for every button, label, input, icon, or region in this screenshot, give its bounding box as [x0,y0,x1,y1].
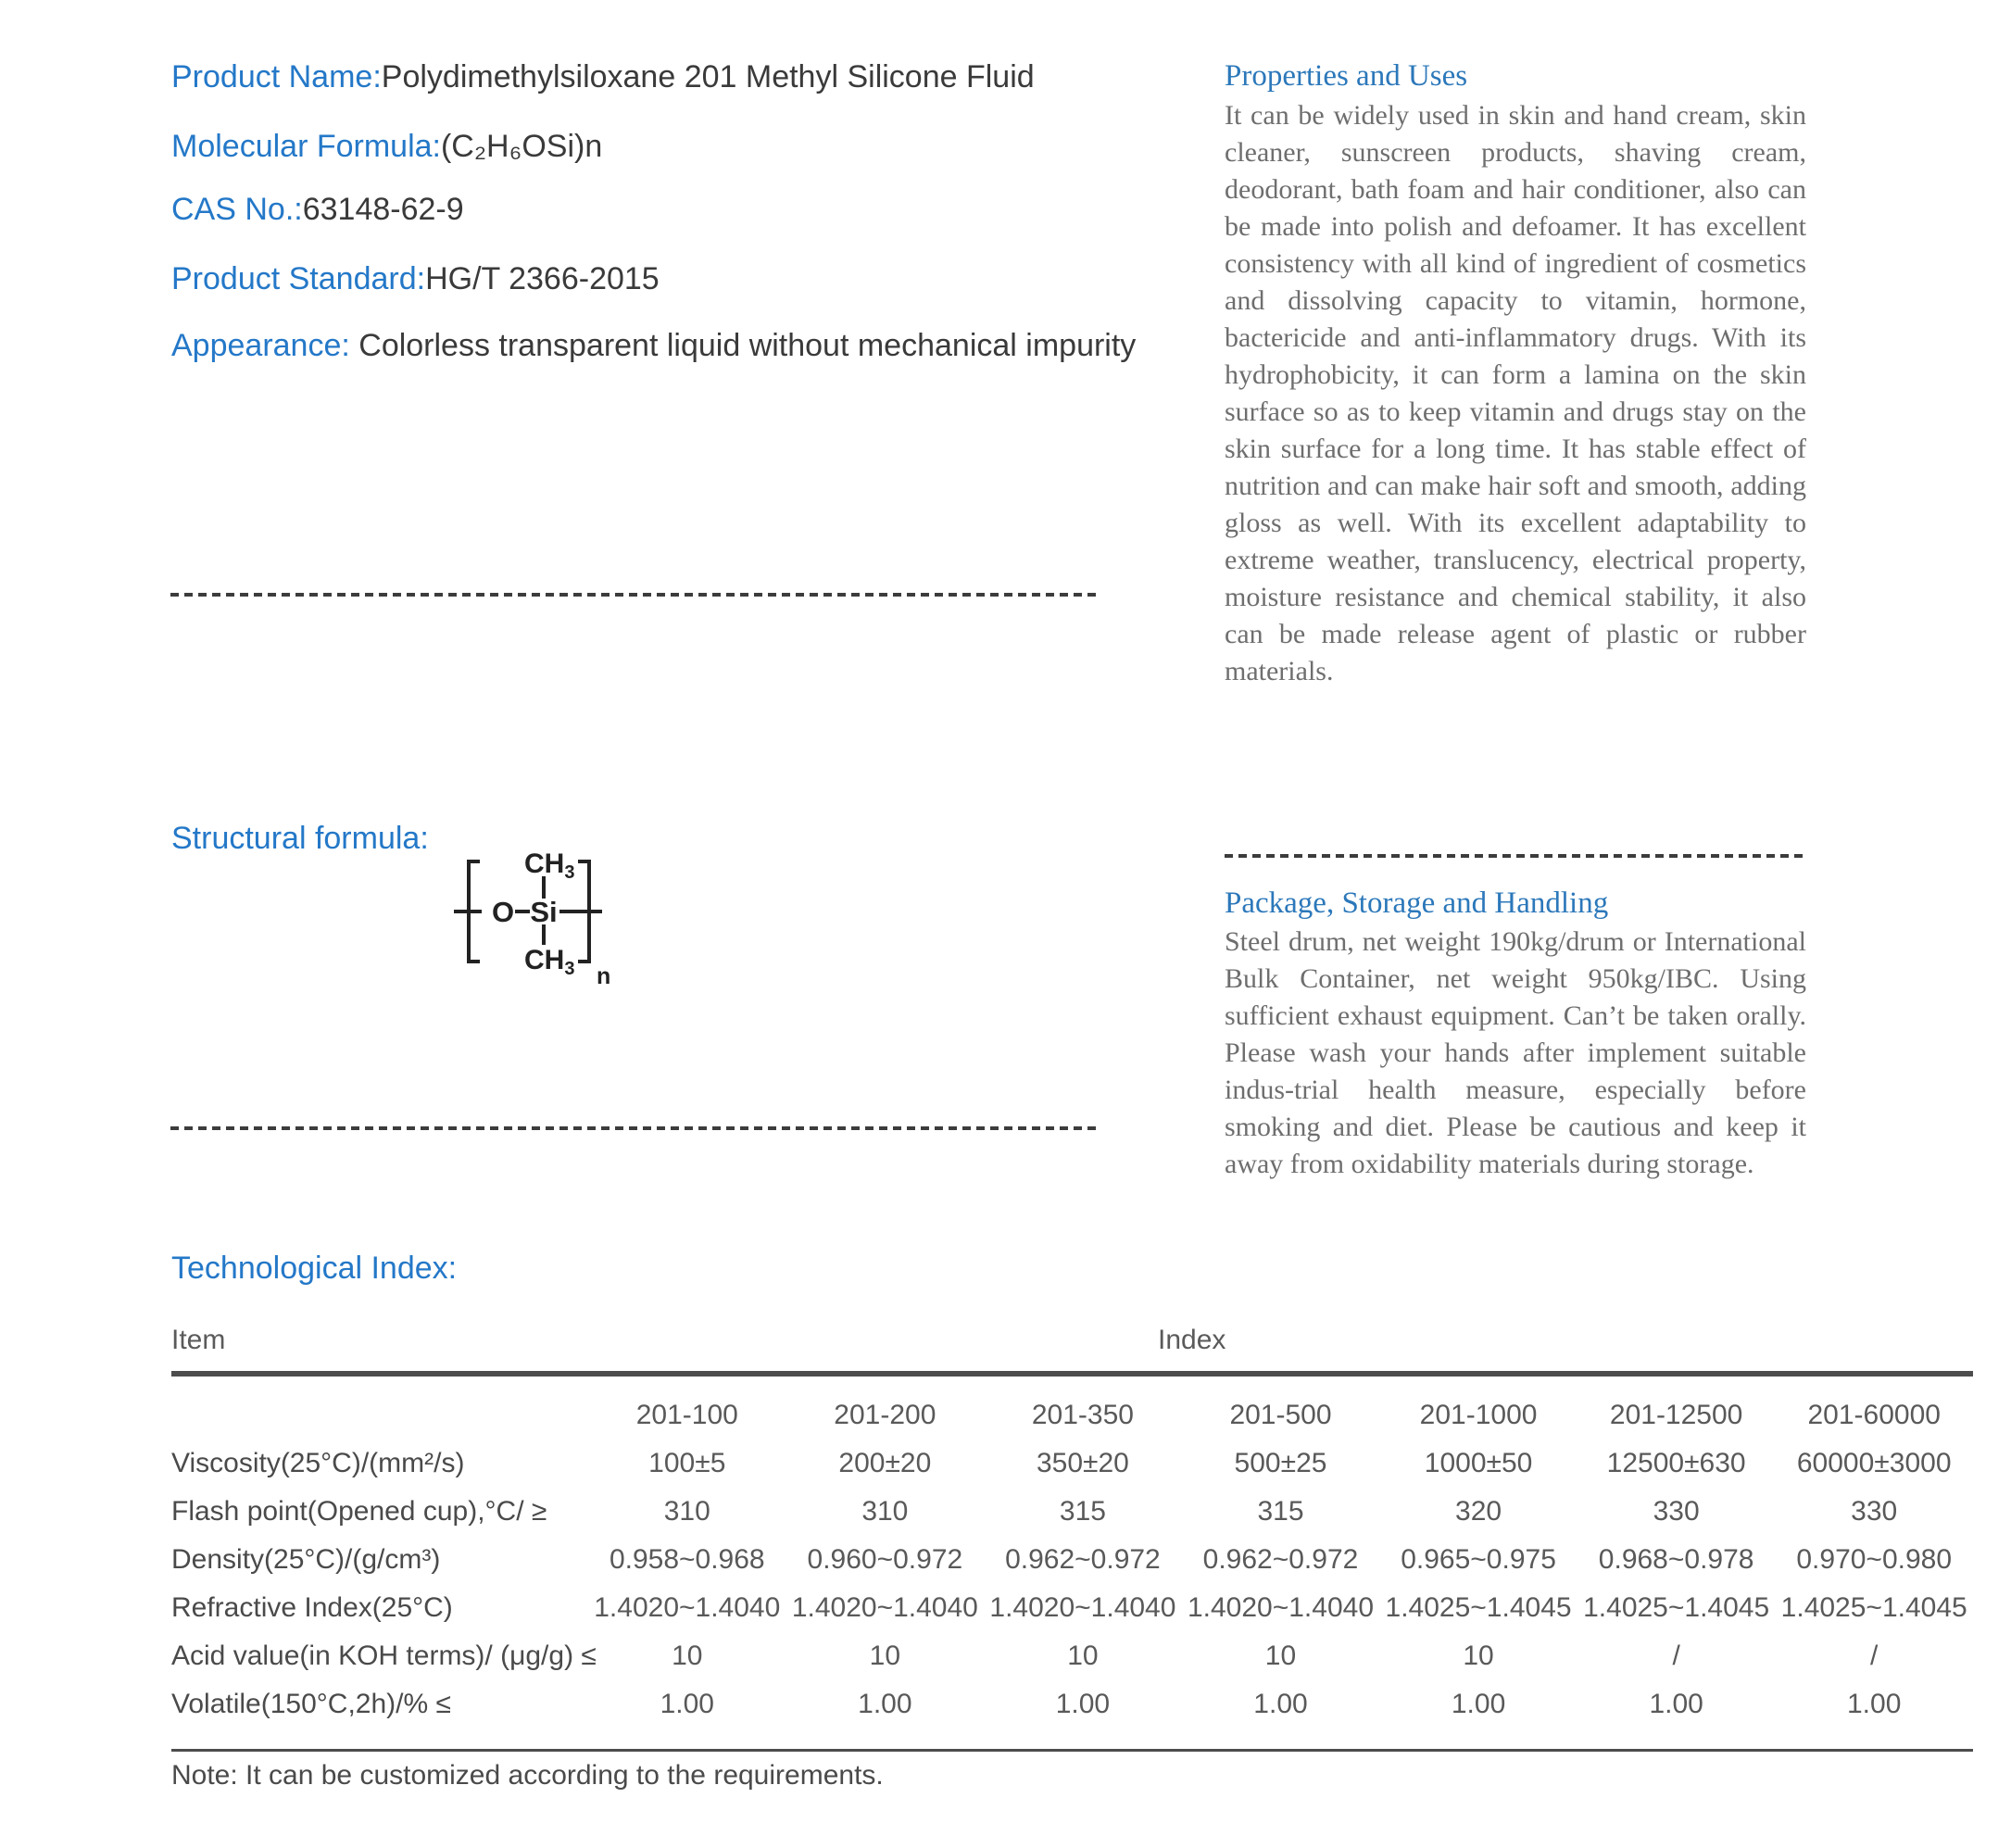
appearance-row: Appearance: Colorless transparent liquid… [171,328,1136,364]
table-cell: 315 [1059,1496,1106,1527]
table-cell: 10 [672,1641,703,1671]
table-cell: 10 [1264,1641,1297,1671]
methyl-top: CH3 [524,849,574,883]
atom-o: O [492,896,514,928]
table-cell: 10 [1067,1641,1099,1671]
table-cell: 0.970~0.980 [1796,1544,1953,1575]
product-standard-value: HG/T 2366-2015 [425,261,660,296]
table-bottom-rule [171,1749,1973,1752]
technological-index-table: 201-100 201-200 201-350 201-500 201-1000… [171,1391,1973,1729]
column-header: 201-200 [834,1400,936,1430]
technological-index-title: Technological Index: [171,1251,458,1286]
spacer-cell [171,1391,588,1439]
table-cell: 1.00 [660,1689,714,1719]
row-label: Volatile(150°C,2h)/% ≤ [171,1689,451,1719]
table-cell: 200±20 [838,1448,932,1478]
table-cell: 10 [1463,1641,1494,1671]
product-name-label: Product Name: [171,59,382,94]
divider-dashed [170,593,1100,597]
table-cell: 1.00 [1649,1689,1703,1719]
divider-dashed [1225,854,1806,858]
table-cell: 1.4020~1.4040 [989,1592,1176,1623]
row-label: Viscosity(25°C)/(mm²/s) [171,1448,465,1478]
product-standard-row: Product Standard:HG/T 2366-2015 [171,261,660,297]
column-header: 201-350 [1031,1400,1134,1430]
table-cell: 350±20 [1036,1448,1129,1478]
table-item-header: Item [171,1325,226,1355]
table-cell: 12500±630 [1606,1448,1746,1478]
table-cell: / [1672,1641,1680,1671]
appearance-value: Colorless transparent liquid without mec… [349,328,1137,363]
column-header: 201-100 [635,1400,738,1430]
table-cell: 1000±50 [1424,1448,1533,1478]
product-name-value: Polydimethylsiloxane 201 Methyl Silicone… [381,59,1035,94]
column-header: 201-1000 [1419,1400,1538,1430]
table-cell: 1.00 [858,1689,912,1719]
table-cell: 0.965~0.975 [1401,1544,1556,1575]
table-cell: 100±5 [648,1448,726,1478]
table-cell: 1.4025~1.4045 [1583,1592,1770,1623]
table-cell: 1.4020~1.4040 [791,1592,978,1623]
table-cell: 0.960~0.972 [807,1544,963,1575]
table-cell: 1.4025~1.4045 [1385,1592,1572,1623]
divider-dashed [170,1126,1100,1130]
table-cell: 330 [1653,1496,1700,1527]
molecular-formula-label: Molecular Formula: [171,129,441,164]
table-cell: 315 [1257,1496,1304,1527]
table-cell: 310 [861,1496,909,1527]
row-label: Acid value(in KOH terms)/ (μg/g) ≤ [171,1641,597,1671]
atom-si: Si [530,896,557,928]
column-header: 201-60000 [1807,1400,1941,1430]
properties-uses-body: It can be widely used in skin and hand c… [1225,100,1806,686]
cas-no-row: CAS No.:63148-62-9 [171,192,464,228]
row-label: Flash point(Opened cup),°C/ ≥ [171,1496,547,1527]
product-standard-label: Product Standard: [171,261,426,296]
molecular-formula-value: (C₂H₆OSi)n [440,129,603,164]
table-cell: 1.4020~1.4040 [1187,1592,1375,1623]
table-cell: 0.962~0.972 [1202,1544,1359,1575]
cas-no-label: CAS No.: [171,192,303,227]
column-header: 201-12500 [1609,1400,1743,1430]
row-label: Refractive Index(25°C) [171,1592,453,1623]
table-cell: 0.958~0.968 [609,1544,765,1575]
table-cell: / [1870,1641,1879,1671]
methyl-bottom: CH3 [524,945,574,979]
table-cell: 1.00 [1055,1689,1111,1719]
column-header: 201-500 [1229,1400,1332,1430]
table-cell: 60000±3000 [1796,1448,1952,1478]
package-storage-body: Steel drum, net weight 190kg/drum or Int… [1225,926,1806,1179]
table-cell: 1.00 [1451,1689,1506,1719]
table-note: Note: It can be customized according to … [171,1760,884,1791]
structural-formula-diagram: O Si CH3 CH3 n [454,849,610,989]
table-cell: 0.962~0.972 [1005,1544,1161,1575]
structural-formula-label: Structural formula: [171,821,429,856]
table-top-rule [171,1371,1973,1377]
row-label: Density(25°C)/(g/cm³) [171,1544,441,1575]
table-index-header: Index [1158,1325,1226,1355]
repeat-subscript-n: n [597,963,610,989]
properties-uses-title: Properties and Uses [1225,59,1468,93]
table-cell: 1.00 [1253,1689,1308,1719]
table-cell: 0.968~0.978 [1598,1544,1754,1575]
appearance-label: Appearance: [171,328,350,363]
table-cell: 320 [1455,1496,1502,1527]
cas-no-value: 63148-62-9 [302,192,464,227]
table-cell: 330 [1851,1496,1898,1527]
table-cell: 310 [663,1496,710,1527]
table-cell: 1.4025~1.4045 [1780,1592,1967,1623]
table-cell: 10 [869,1641,901,1671]
table-cell: 1.4020~1.4040 [594,1592,781,1623]
table-cell: 1.00 [1847,1689,1902,1719]
molecular-formula-row: Molecular Formula:(C₂H₆OSi)n [171,129,602,165]
table-cell: 500±25 [1234,1448,1327,1478]
product-name-row: Product Name:Polydimethylsiloxane 201 Me… [171,59,1035,95]
package-storage-title: Package, Storage and Handling [1225,886,1609,920]
